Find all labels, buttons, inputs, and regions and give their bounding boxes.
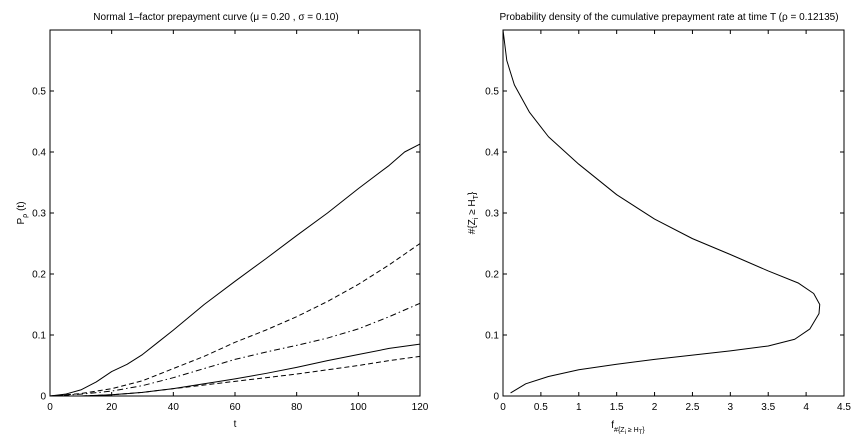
x-tick-label: 0 [500,402,506,413]
chart-left-y-axis-label: Pρ (t) [16,201,29,224]
series-line-4 [50,343,421,397]
svg-text:Pρ(t): Pρ (t) [16,201,29,224]
chart-right-x-ticks: 0 0.5 1 1.5 2 2.5 3 3.5 4 4.5 [500,30,851,413]
chart-left-x-ticks: 0 20 40 60 80 100 120 [47,30,429,413]
x-tick-label: 3.5 [761,402,775,413]
x-tick-label: 0 [47,402,53,413]
x-tick-label: 80 [291,402,303,413]
chart-right-plot-frame [502,29,845,397]
chart-right-series [502,29,821,394]
chart-right-title: Probability density of the cumulative pr… [499,12,838,23]
y-tick-label: 0.4 [32,148,46,159]
chart-left: Normal 1–factor prepayment curve (μ = 0.… [16,12,429,430]
y-tick-label: 0 [40,392,46,403]
y-tick-label: 0.2 [32,270,46,281]
chart-right-y-ticks: 0 0.1 0.2 0.3 0.4 0.5 [485,87,844,403]
svg-text:#{Zi ≥ HT}: #{Zi ≥ HT} [467,191,480,234]
x-tick-label: 40 [168,402,180,413]
y-tick-label: 0.3 [32,209,46,220]
chart-left-ylabel-main: P [16,218,27,225]
x-tick-label: 100 [350,402,367,413]
x-tick-label: 0.5 [534,402,548,413]
x-tick-label: 2 [652,402,658,413]
chart-right: Probability density of the cumulative pr… [467,12,851,436]
chart-left-ylabel-sub: ρ [22,214,29,218]
x-tick-label: 1.5 [610,402,624,413]
x-tick-label: 2.5 [685,402,699,413]
series-line-1 [502,29,821,394]
x-tick-label: 3 [728,402,734,413]
chart-left-x-axis-label: t [234,419,237,430]
chart-right-x-axis-label: f#{Zi ≥ HT} [611,420,645,436]
chart-left-plot-frame [49,29,421,397]
x-tick-label: 60 [229,402,241,413]
x-tick-label: 20 [106,402,118,413]
y-tick-label: 0.5 [485,87,499,98]
y-tick-label: 0 [493,392,499,403]
y-tick-label: 0.1 [32,331,46,342]
x-tick-label: 120 [412,402,429,413]
series-line-1 [49,143,421,397]
x-tick-label: 1 [576,402,582,413]
y-tick-label: 0.4 [485,148,499,159]
y-tick-label: 0.2 [485,270,499,281]
chart-left-ylabel-tail: (t) [16,201,27,210]
chart-left-y-ticks: 0 0.1 0.2 0.3 0.4 0.5 [32,87,420,403]
chart-right-y-axis-label: #{Zi ≥ HT} [467,191,480,234]
series-line-3 [49,302,421,397]
y-tick-label: 0.1 [485,331,499,342]
y-tick-label: 0.5 [32,87,46,98]
chart-left-series [49,143,421,397]
series-line-5 [50,355,421,397]
x-tick-label: 4.5 [837,402,851,413]
x-tick-label: 4 [803,402,809,413]
y-tick-label: 0.3 [485,209,499,220]
series-line-2 [49,243,421,397]
chart-left-title: Normal 1–factor prepayment curve (μ = 0.… [93,12,338,23]
